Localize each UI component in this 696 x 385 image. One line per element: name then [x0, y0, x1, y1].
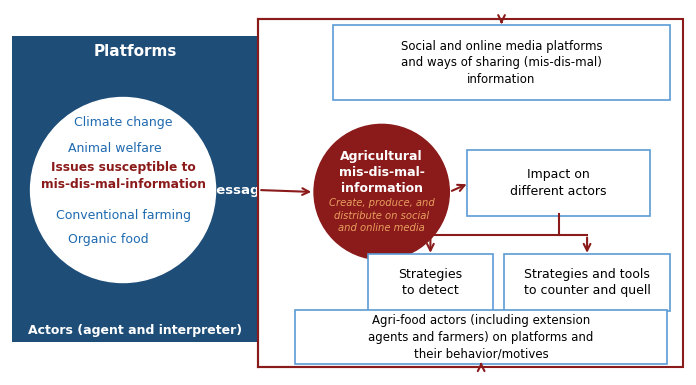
FancyBboxPatch shape: [333, 25, 670, 100]
Text: Messages: Messages: [204, 184, 277, 196]
FancyBboxPatch shape: [504, 254, 670, 311]
Text: Agri-food actors (including extension
agents and farmers) on platforms and
their: Agri-food actors (including extension ag…: [368, 314, 594, 360]
Text: Strategies
to detect: Strategies to detect: [398, 268, 462, 297]
Circle shape: [31, 97, 216, 283]
Text: Issues susceptible to
mis-dis-mal-information: Issues susceptible to mis-dis-mal-inform…: [40, 161, 205, 191]
FancyBboxPatch shape: [467, 150, 650, 216]
FancyBboxPatch shape: [295, 310, 667, 364]
Text: Impact on
different actors: Impact on different actors: [510, 168, 607, 198]
Text: Strategies and tools
to counter and quell: Strategies and tools to counter and quel…: [523, 268, 651, 297]
FancyBboxPatch shape: [367, 254, 493, 311]
Text: Create, produce, and
distribute on social
and online media: Create, produce, and distribute on socia…: [329, 199, 434, 233]
Circle shape: [314, 124, 450, 259]
Text: Animal welfare: Animal welfare: [68, 142, 162, 155]
Text: Agricultural
mis-dis-mal-
information: Agricultural mis-dis-mal- information: [339, 150, 425, 194]
Text: Actors (agent and interpreter): Actors (agent and interpreter): [28, 324, 242, 337]
Text: Conventional farming: Conventional farming: [56, 209, 191, 223]
FancyBboxPatch shape: [12, 36, 258, 342]
Text: Climate change: Climate change: [74, 116, 173, 129]
Text: Platforms: Platforms: [93, 44, 177, 59]
Text: Social and online media platforms
and ways of sharing (mis-dis-mal)
information: Social and online media platforms and wa…: [401, 40, 602, 86]
Text: Organic food: Organic food: [68, 233, 148, 246]
